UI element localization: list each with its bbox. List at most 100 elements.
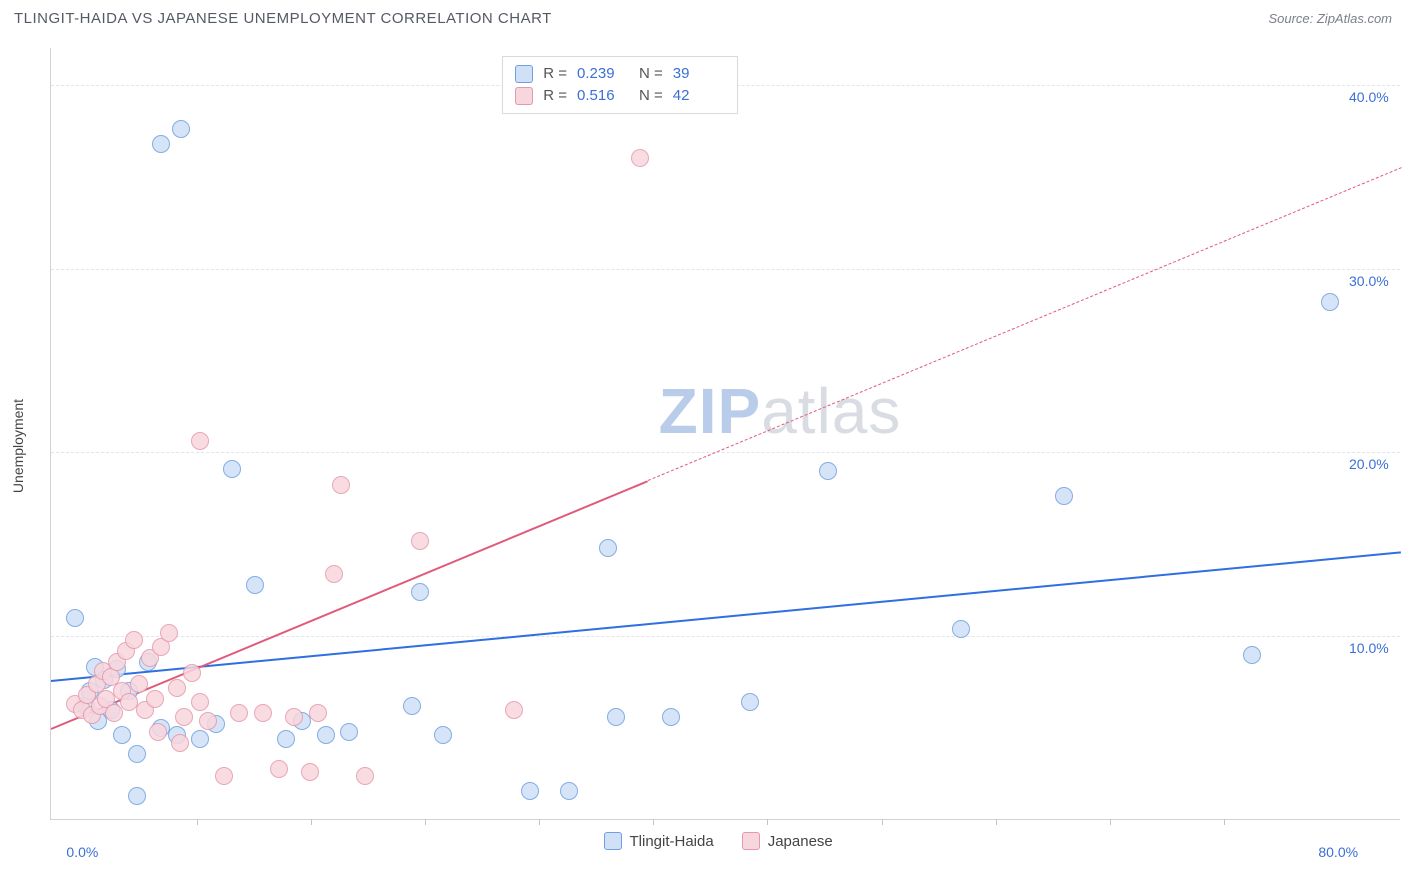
data-point-b xyxy=(199,712,217,730)
data-point-a xyxy=(191,730,209,748)
y-tick-label: 30.0% xyxy=(1349,273,1389,289)
data-point-a xyxy=(599,539,617,557)
legend-label: Tlingit-Haida xyxy=(630,833,714,850)
data-point-b xyxy=(285,708,303,726)
y-axis-label: Unemployment xyxy=(10,399,26,493)
gridline xyxy=(51,452,1400,453)
data-point-b xyxy=(183,664,201,682)
data-point-a xyxy=(128,787,146,805)
data-point-a xyxy=(607,708,625,726)
stats-legend: R =0.239N =39R =0.516N =42 xyxy=(502,56,738,114)
data-point-b xyxy=(125,631,143,649)
data-point-a xyxy=(113,726,131,744)
chart-title: TLINGIT-HAIDA VS JAPANESE UNEMPLOYMENT C… xyxy=(14,10,552,27)
stat-n-value: 39 xyxy=(673,63,725,85)
watermark: ZIPatlas xyxy=(659,374,902,448)
data-point-b xyxy=(215,767,233,785)
series-legend: Tlingit-Haida Japanese xyxy=(604,832,833,850)
data-point-a xyxy=(521,782,539,800)
x-tick xyxy=(1110,819,1111,825)
stats-row: R = 0.516 N = 42 xyxy=(515,85,725,107)
data-point-b xyxy=(146,690,164,708)
data-point-b xyxy=(631,149,649,167)
data-point-a xyxy=(317,726,335,744)
data-point-a xyxy=(434,726,452,744)
data-point-b xyxy=(191,693,209,711)
legend-item: Tlingit-Haida xyxy=(604,832,714,850)
plot-area: ZIPatlas 10.0%20.0%30.0%40.0%0.0%80.0% xyxy=(50,48,1400,820)
x-tick xyxy=(539,819,540,825)
y-tick-label: 10.0% xyxy=(1349,640,1389,656)
data-point-b xyxy=(130,675,148,693)
x-tick xyxy=(996,819,997,825)
watermark-atlas: atlas xyxy=(761,375,901,447)
x-tick xyxy=(1224,819,1225,825)
stat-n-label: N = xyxy=(639,63,663,85)
data-point-b xyxy=(175,708,193,726)
data-point-a xyxy=(741,693,759,711)
stat-n-label: N = xyxy=(639,85,663,107)
trend-line-dashed xyxy=(647,168,1401,482)
data-point-a xyxy=(246,576,264,594)
data-point-b xyxy=(325,565,343,583)
data-point-a xyxy=(952,620,970,638)
stat-r-value: 0.516 xyxy=(577,85,629,107)
source-label: Source: ZipAtlas.com xyxy=(1268,11,1392,26)
gridline xyxy=(51,269,1400,270)
chart-container: TLINGIT-HAIDA VS JAPANESE UNEMPLOYMENT C… xyxy=(0,0,1406,892)
gridline xyxy=(51,636,1400,637)
data-point-b xyxy=(230,704,248,722)
data-point-b xyxy=(168,679,186,697)
legend-label: Japanese xyxy=(768,833,833,850)
data-point-a xyxy=(277,730,295,748)
data-point-b xyxy=(309,704,327,722)
data-point-a xyxy=(223,460,241,478)
legend-item: Japanese xyxy=(742,832,833,850)
data-point-b xyxy=(105,704,123,722)
data-point-a xyxy=(340,723,358,741)
data-point-a xyxy=(1321,293,1339,311)
data-point-a xyxy=(1243,646,1261,664)
data-point-a xyxy=(66,609,84,627)
data-point-b xyxy=(411,532,429,550)
data-point-b xyxy=(505,701,523,719)
data-point-b xyxy=(160,624,178,642)
data-point-a xyxy=(662,708,680,726)
x-tick xyxy=(767,819,768,825)
x-tick xyxy=(653,819,654,825)
legend-swatch xyxy=(515,65,533,83)
data-point-a xyxy=(1055,487,1073,505)
y-tick-label: 20.0% xyxy=(1349,456,1389,472)
data-point-b xyxy=(270,760,288,778)
stat-r-label: R = xyxy=(543,85,567,107)
data-point-b xyxy=(149,723,167,741)
trend-line xyxy=(51,552,1401,683)
stat-r-label: R = xyxy=(543,63,567,85)
x-tick xyxy=(197,819,198,825)
title-bar: TLINGIT-HAIDA VS JAPANESE UNEMPLOYMENT C… xyxy=(0,0,1406,36)
data-point-a xyxy=(172,120,190,138)
watermark-zip: ZIP xyxy=(659,375,762,447)
data-point-a xyxy=(411,583,429,601)
x-tick-label: 0.0% xyxy=(66,844,98,860)
legend-swatch xyxy=(742,832,760,850)
data-point-a xyxy=(152,135,170,153)
legend-swatch xyxy=(515,87,533,105)
stats-row: R =0.239N =39 xyxy=(515,63,725,85)
data-point-b xyxy=(254,704,272,722)
y-tick-label: 40.0% xyxy=(1349,89,1389,105)
data-point-b xyxy=(171,734,189,752)
legend-swatch xyxy=(604,832,622,850)
data-point-a xyxy=(819,462,837,480)
data-point-a xyxy=(560,782,578,800)
data-point-a xyxy=(403,697,421,715)
x-tick xyxy=(882,819,883,825)
data-point-b xyxy=(191,432,209,450)
data-point-a xyxy=(128,745,146,763)
data-point-b xyxy=(356,767,374,785)
x-tick xyxy=(425,819,426,825)
x-tick xyxy=(311,819,312,825)
stat-n-value: 42 xyxy=(673,85,725,107)
data-point-b xyxy=(301,763,319,781)
data-point-b xyxy=(332,476,350,494)
